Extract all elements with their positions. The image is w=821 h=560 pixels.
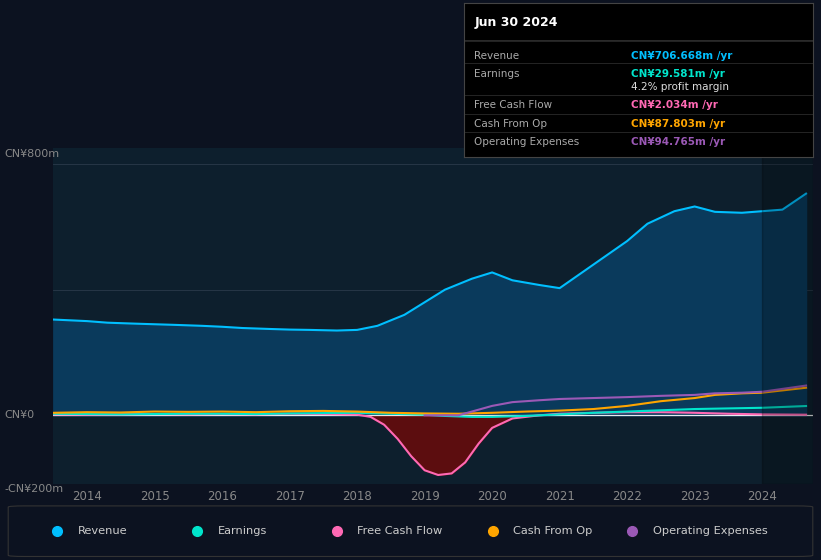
Text: Free Cash Flow: Free Cash Flow	[475, 100, 553, 110]
Text: CN¥87.803m /yr: CN¥87.803m /yr	[631, 119, 726, 129]
Text: CN¥706.668m /yr: CN¥706.668m /yr	[631, 51, 732, 61]
Text: Jun 30 2024: Jun 30 2024	[475, 16, 557, 29]
Text: CN¥2.034m /yr: CN¥2.034m /yr	[631, 100, 718, 110]
Text: Revenue: Revenue	[475, 51, 520, 61]
Text: CN¥94.765m /yr: CN¥94.765m /yr	[631, 137, 726, 147]
Text: Cash From Op: Cash From Op	[513, 526, 593, 535]
Text: 4.2% profit margin: 4.2% profit margin	[631, 82, 729, 92]
Text: Operating Expenses: Operating Expenses	[653, 526, 768, 535]
Text: Free Cash Flow: Free Cash Flow	[357, 526, 443, 535]
Text: Operating Expenses: Operating Expenses	[475, 137, 580, 147]
Text: -CN¥200m: -CN¥200m	[4, 484, 63, 494]
Text: Revenue: Revenue	[78, 526, 127, 535]
Text: Earnings: Earnings	[218, 526, 267, 535]
Text: CN¥0: CN¥0	[4, 410, 34, 421]
Text: Earnings: Earnings	[475, 69, 520, 80]
Bar	[762, 148, 813, 484]
Text: CN¥800m: CN¥800m	[4, 148, 59, 158]
Text: CN¥29.581m /yr: CN¥29.581m /yr	[631, 69, 725, 80]
Text: Cash From Op: Cash From Op	[475, 119, 548, 129]
